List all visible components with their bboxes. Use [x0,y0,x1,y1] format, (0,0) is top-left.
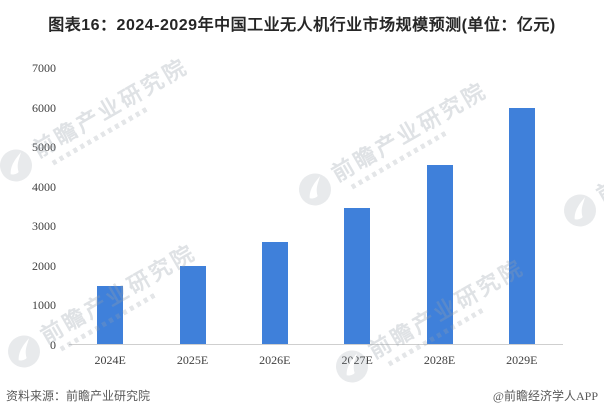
y-axis-tick-label: 5000 [32,140,56,155]
x-axis-tick-label: 2024E [94,353,126,367]
x-axis-tick-label: 2027E [341,353,373,367]
qianzhan-logo-icon [293,167,337,211]
x-axis-tick-label: 2028E [423,353,456,367]
x-axis-tick-label: 2026E [259,353,291,367]
bar-2027E [344,208,371,345]
watermark: 前瞻产业研究院 [556,94,604,235]
y-axis-tick-label: 3000 [32,219,56,234]
y-axis-tick-label: 0 [50,338,56,352]
watermark-text: 前瞻产业研究院 [327,77,492,187]
watermark: 前瞻产业研究院 [291,73,496,214]
bar-2028E [426,164,453,345]
y-axis-tick-label: 4000 [32,179,56,194]
source-note: 资料来源：前瞻产业研究院 [6,389,151,403]
y-axis-tick-label: 7000 [32,61,56,75]
bar-2024E [97,285,124,345]
x-axis-tick-label: 2025E [176,353,209,367]
bar-2029E [508,107,535,345]
chart-title: 图表16：2024-2029年中国工业无人机行业市场规模预测(单位：亿元) [48,17,556,34]
watermark-text: 前瞻产业研究院 [592,98,604,208]
bar-2026E [261,242,288,345]
bar-2025E [179,265,206,345]
x-axis-tick-label: 2029E [506,353,538,367]
y-axis-tick-label: 1000 [32,298,56,313]
watermark-subtext [51,106,150,166]
y-axis-tick-label: 2000 [32,258,56,273]
credit-note: @前瞻经济学人APP [492,389,598,403]
y-axis-tick-label: 6000 [32,100,56,115]
qianzhan-logo-icon [558,188,602,232]
x-axis-line [69,344,563,345]
